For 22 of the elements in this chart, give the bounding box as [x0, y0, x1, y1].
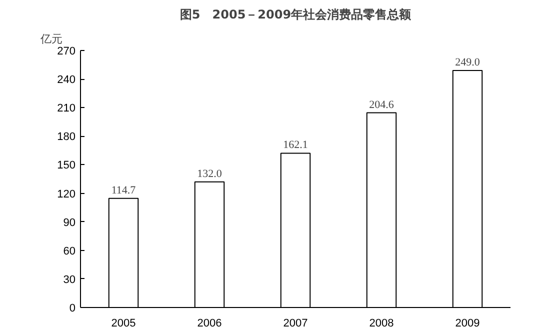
y-tick-label: 270	[57, 46, 76, 58]
y-tick-label: 30	[63, 274, 76, 286]
y-tick-label: 0	[69, 302, 76, 314]
data-label: 204.6	[369, 98, 394, 111]
x-tick-label: 2008	[369, 318, 394, 329]
data-label: 162.1	[283, 139, 308, 152]
y-tick-label: 240	[57, 74, 76, 86]
x-tick-label: 2005	[111, 318, 136, 329]
y-axis-title: 亿元	[40, 34, 62, 46]
y-tick-label: 120	[57, 188, 76, 200]
data-label: 114.7	[111, 184, 136, 196]
y-tick-label: 150	[57, 160, 76, 172]
x-tick-label: 2007	[283, 318, 308, 329]
x-tick-label: 2009	[455, 318, 480, 329]
y-tick-label: 210	[57, 102, 76, 115]
data-label: 249.0	[455, 56, 480, 68]
data-label: 132.0	[197, 168, 222, 180]
chart-title: 图5 2005－2009年社会消费品零售总额	[180, 8, 412, 22]
y-tick-label: 180	[57, 131, 76, 144]
x-tick-label: 2006	[197, 318, 222, 329]
y-tick-label: 90	[63, 216, 76, 229]
y-tick-label: 60	[63, 245, 76, 258]
